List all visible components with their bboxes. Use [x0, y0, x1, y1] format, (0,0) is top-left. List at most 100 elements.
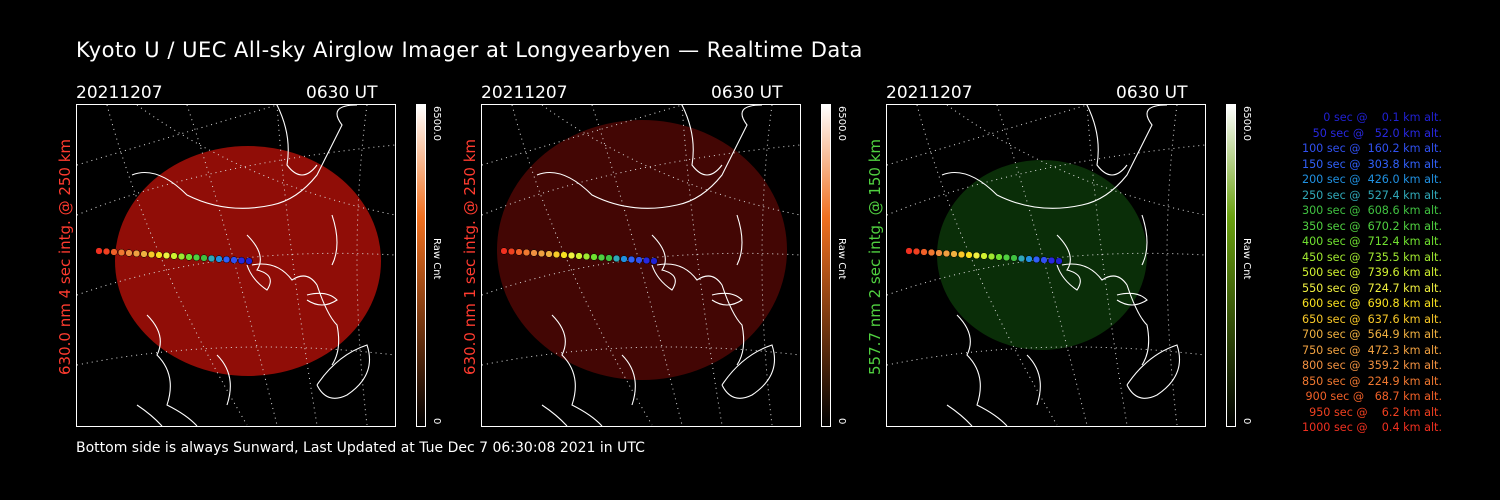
coastline	[131, 105, 358, 209]
panel-3-wavelength-label: 557.7 nm 2 sec intg. @ 150 km	[866, 138, 884, 375]
panel-3-time: 0630 UT	[1116, 83, 1188, 103]
trajectory-point	[200, 254, 208, 262]
trajectory-point	[545, 250, 553, 258]
trajectory-point	[500, 247, 508, 255]
panel-2-colorbar	[821, 104, 831, 427]
latlon-grid-line	[482, 105, 683, 166]
trajectory-point	[117, 248, 126, 257]
legend-entry: 700 sec @ 564.9 km alt.	[1298, 328, 1442, 341]
legend-entry: 450 sec @ 735.5 km alt.	[1298, 250, 1442, 264]
coastline	[656, 263, 745, 366]
trajectory-point	[905, 247, 913, 255]
trajectory-point	[95, 247, 103, 255]
legend-entry: 850 sec @ 224.9 km alt.	[1298, 374, 1442, 388]
trajectory-point	[965, 251, 973, 259]
legend-entry: 800 sec @ 359.2 km alt.	[1298, 359, 1442, 372]
legend-entry: 650 sec @ 637.6 km alt.	[1298, 312, 1442, 326]
trajectory-point	[132, 249, 141, 258]
trajectory-point	[207, 254, 216, 263]
latlon-grid-line	[356, 105, 368, 426]
coastline	[956, 314, 1008, 426]
legend-entry: 350 sec @ 670.2 km alt.	[1298, 219, 1442, 233]
coastline	[711, 292, 743, 306]
trajectory-point	[215, 255, 223, 263]
panel-3-colorbar-max: 6500.0	[1241, 106, 1252, 141]
latlon-grid-line	[1166, 105, 1178, 426]
legend-entry: 100 sec @ 160.2 km alt.	[1298, 142, 1442, 155]
trajectory-point	[912, 247, 921, 256]
coastline	[536, 105, 763, 209]
legend-entry: 750 sec @ 472.3 km alt.	[1298, 343, 1442, 357]
trajectory-point	[222, 255, 231, 264]
trajectory-point	[1040, 256, 1048, 264]
legend-entry: 200 sec @ 426.0 km alt.	[1298, 173, 1442, 186]
coastline	[1126, 344, 1181, 399]
trajectory-point	[987, 252, 996, 261]
trajectory-point	[147, 250, 156, 259]
panel-1-colorbar	[416, 104, 426, 427]
trajectory-point	[140, 250, 148, 258]
latlon-grid-line	[887, 144, 1205, 216]
panel-1-map	[77, 105, 395, 426]
panel-3-image	[886, 104, 1206, 427]
coastline	[681, 105, 723, 176]
trajectory-point	[560, 251, 568, 259]
trajectory-point	[612, 254, 621, 263]
panel-2-colorbar-unit: Raw Cnt	[836, 238, 847, 280]
trajectory-point	[980, 252, 988, 260]
panel-2-map	[482, 105, 800, 426]
coastline	[1116, 292, 1148, 306]
latlon-grid-line	[482, 346, 800, 366]
trajectory-point	[635, 256, 643, 264]
latlon-grid-line	[1086, 105, 1128, 426]
latlon-grid-line	[482, 144, 800, 216]
latlon-grid-line	[276, 105, 318, 426]
legend-entry: 250 sec @ 527.4 km alt.	[1298, 188, 1442, 202]
legend-entry: 1000 sec @ 0.4 km alt.	[1301, 421, 1442, 434]
trajectory-point	[972, 251, 981, 260]
trajectory-point	[170, 252, 178, 260]
coastline	[621, 354, 636, 406]
trajectory-point	[185, 253, 193, 261]
legend-entry: 150 sec @ 303.8 km alt.	[1298, 157, 1442, 171]
trajectory-point	[1017, 254, 1026, 263]
legend-entry: 50 sec @ 52.0 km alt.	[1305, 126, 1442, 140]
legend-entry: 550 sec @ 724.7 km alt.	[1298, 281, 1442, 295]
panel-1-colorbar-min: 0	[431, 418, 442, 425]
panel-3-colorbar-unit: Raw Cnt	[1241, 238, 1252, 280]
coastline	[136, 404, 163, 426]
panel-1-colorbar-max: 6500.0	[431, 106, 442, 141]
coastline	[946, 404, 973, 426]
trajectory-point	[575, 252, 583, 260]
trajectory-point	[155, 251, 163, 259]
coastline	[246, 234, 271, 291]
coastline	[146, 314, 198, 426]
trajectory-point	[1055, 257, 1063, 265]
airglow-disk	[497, 120, 787, 380]
legend-entry: 950 sec @ 6.2 km alt.	[1305, 405, 1442, 419]
coastline	[721, 344, 776, 399]
coastline	[736, 214, 743, 266]
panel-3-colorbar	[1226, 104, 1236, 427]
trajectory-point	[927, 248, 936, 257]
trajectory-point	[110, 248, 118, 256]
coastline	[1026, 354, 1041, 406]
coastline	[216, 354, 231, 406]
panel-2-colorbar-min: 0	[836, 418, 847, 425]
coastline	[251, 263, 340, 366]
trajectory-point	[230, 256, 238, 264]
trajectory-point	[1047, 256, 1056, 265]
trajectory-point	[522, 248, 531, 257]
trajectory-point	[537, 249, 546, 258]
panel-2-date: 20211207	[481, 83, 568, 103]
coastline	[316, 344, 371, 399]
coastline	[651, 234, 676, 291]
legend-entry: 0 sec @ 0.1 km alt.	[1312, 111, 1442, 124]
map-overlay	[887, 105, 1205, 426]
panel-2-image	[481, 104, 801, 427]
trajectory-point	[567, 251, 576, 260]
trajectory-point	[1010, 254, 1018, 262]
trajectory-point	[650, 257, 658, 265]
coastline	[1056, 234, 1081, 291]
trajectory-point	[1002, 253, 1011, 262]
